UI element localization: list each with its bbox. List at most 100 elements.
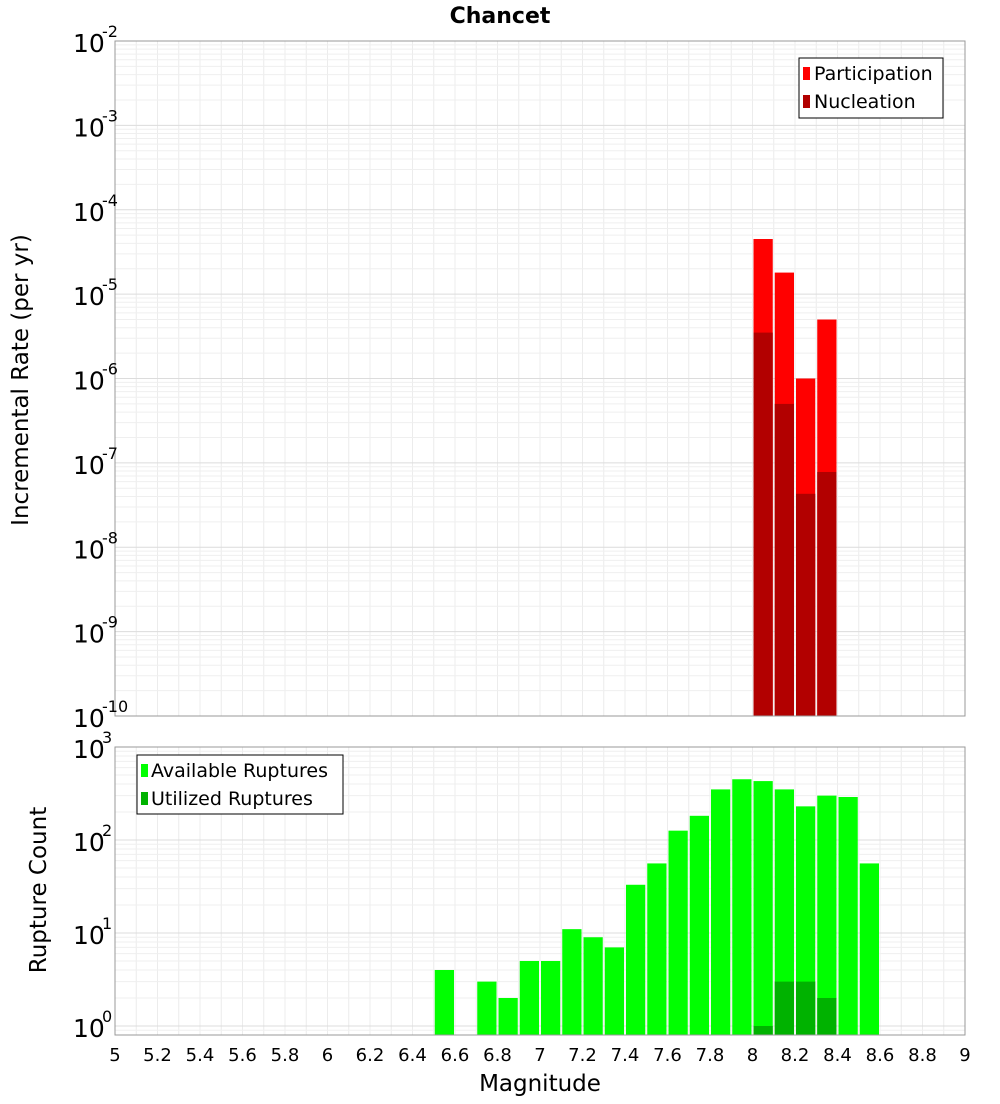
top-bar-nucleation bbox=[753, 332, 773, 716]
bottom-bar-available-ruptures bbox=[626, 884, 646, 1035]
top-y-tick: 10-10 bbox=[73, 697, 128, 733]
top-y-tick: 10-4 bbox=[73, 191, 118, 227]
top-y-tick: 10-6 bbox=[73, 360, 118, 396]
chart-title: Chancet bbox=[450, 4, 551, 29]
x-tick-labels: 5 5.2 5.4 5.6 5.8 6 6.2 6.4 6.6 6.8 7 7.2 7.4 7.6 7.8 8… bbox=[109, 1045, 970, 1066]
x-tick-label: 7.6 bbox=[653, 1045, 682, 1066]
top-y-tick: 10-7 bbox=[73, 444, 118, 480]
top-y-tick-exponent: -8 bbox=[102, 528, 118, 547]
bottom-y-tick-base: 10 bbox=[73, 735, 105, 764]
bottom-y-tick: 100 bbox=[73, 1007, 112, 1043]
x-tick-label: 5 bbox=[109, 1045, 120, 1066]
top-y-tick: 10-5 bbox=[73, 275, 118, 311]
top-y-tick-exponent: -6 bbox=[102, 360, 118, 379]
top-y-tick-exponent: -5 bbox=[102, 275, 118, 294]
bottom-bar-available-ruptures bbox=[477, 981, 497, 1035]
legend-participation-swatch bbox=[803, 67, 810, 80]
x-tick-label: 6.6 bbox=[441, 1045, 470, 1066]
legend-available-label: Available Ruptures bbox=[151, 760, 328, 782]
bottom-bar-available-ruptures bbox=[732, 779, 752, 1035]
x-tick-label: 8.6 bbox=[866, 1045, 895, 1066]
legend-available-swatch bbox=[141, 764, 148, 777]
bottom-bar-available-ruptures bbox=[859, 863, 879, 1035]
bottom-bar-available-ruptures bbox=[668, 830, 688, 1035]
top-y-tick-base: 10 bbox=[73, 282, 105, 311]
x-tick-label: 6 bbox=[322, 1045, 333, 1066]
bottom-bar-available-ruptures bbox=[604, 947, 624, 1035]
bottom-bar-available-ruptures bbox=[838, 796, 858, 1035]
bottom-y-tick: 101 bbox=[73, 914, 112, 950]
bottom-y-tick: 103 bbox=[73, 728, 112, 764]
bottom-bar-available-ruptures bbox=[689, 815, 709, 1035]
top-y-tick-exponent: -3 bbox=[102, 106, 118, 125]
bottom-y-tick-exponent: 1 bbox=[102, 914, 112, 933]
top-y-tick-base: 10 bbox=[73, 113, 105, 142]
x-tick-label: 7.8 bbox=[696, 1045, 725, 1066]
bottom-y-tick-exponent: 0 bbox=[102, 1007, 112, 1026]
legend-nucleation-label: Nucleation bbox=[814, 91, 916, 113]
legend-utilized-label: Utilized Ruptures bbox=[151, 788, 313, 810]
bottom-y-tick-exponent: 2 bbox=[102, 821, 112, 840]
x-tick-label: 6.2 bbox=[356, 1045, 385, 1066]
top-y-tick-base: 10 bbox=[73, 704, 105, 733]
top-y-tick-base: 10 bbox=[73, 198, 105, 227]
top-y-tick: 10-3 bbox=[73, 106, 118, 142]
top-y-tick: 10-8 bbox=[73, 528, 118, 564]
top-y-tick-base: 10 bbox=[73, 29, 105, 58]
bottom-plot-frame bbox=[114, 746, 966, 1036]
top-y-tick-base: 10 bbox=[73, 620, 105, 649]
bottom-y-axis-label: Rupture Count bbox=[26, 807, 52, 973]
x-tick-label: 9 bbox=[959, 1045, 970, 1066]
top-bar-nucleation bbox=[774, 403, 794, 716]
x-tick-label: 7.4 bbox=[611, 1045, 640, 1066]
bottom-bar-utilized-ruptures bbox=[817, 997, 837, 1035]
bottom-bar-available-ruptures bbox=[774, 789, 794, 1035]
x-tick-label: 8.8 bbox=[908, 1045, 937, 1066]
bottom-bar-available-ruptures bbox=[541, 960, 561, 1035]
top-legend-box bbox=[798, 57, 944, 119]
bottom-bar-available-ruptures bbox=[711, 789, 731, 1035]
x-tick-label: 5.6 bbox=[228, 1045, 257, 1066]
x-tick-label: 7 bbox=[534, 1045, 545, 1066]
top-bar-nucleation bbox=[817, 471, 837, 716]
top-y-tick-base: 10 bbox=[73, 535, 105, 564]
bottom-bar-available-ruptures bbox=[647, 863, 667, 1035]
bottom-bars bbox=[434, 779, 879, 1035]
bottom-bar-available-ruptures bbox=[753, 781, 773, 1035]
top-bars bbox=[753, 239, 837, 716]
bottom-bar-available-ruptures bbox=[817, 795, 837, 1035]
x-tick-label: 5.8 bbox=[271, 1045, 300, 1066]
top-y-tick: 10-2 bbox=[73, 22, 118, 58]
top-y-tick-base: 10 bbox=[73, 451, 105, 480]
bottom-legend: Available Ruptures Utilized Ruptures bbox=[136, 754, 344, 815]
top-y-tick-exponent: -9 bbox=[102, 613, 118, 632]
bottom-y-tick-exponent: 3 bbox=[102, 728, 112, 747]
bottom-bar-available-ruptures bbox=[498, 997, 518, 1035]
top-y-tick-labels: 10-210-310-410-510-610-710-810-910-10 bbox=[73, 22, 128, 733]
bottom-bar-utilized-ruptures bbox=[796, 981, 816, 1035]
x-tick-label: 6.8 bbox=[483, 1045, 512, 1066]
x-axis-label: Magnitude bbox=[479, 1071, 601, 1097]
bottom-bar-available-ruptures bbox=[796, 806, 816, 1035]
top-y-tick: 10-9 bbox=[73, 613, 118, 649]
x-tick-label: 8.4 bbox=[823, 1045, 852, 1066]
top-y-tick-exponent: -4 bbox=[102, 191, 118, 210]
x-tick-label: 6.4 bbox=[398, 1045, 427, 1066]
top-bar-nucleation bbox=[796, 493, 816, 716]
bottom-bar-available-ruptures bbox=[562, 929, 582, 1035]
bottom-legend-box bbox=[136, 754, 344, 815]
x-tick-label: 8.2 bbox=[781, 1045, 810, 1066]
bottom-y-tick-base: 10 bbox=[73, 921, 105, 950]
top-gridlines bbox=[114, 40, 966, 717]
top-y-tick-exponent: -2 bbox=[102, 22, 118, 41]
top-legend: Participation Nucleation bbox=[798, 57, 944, 119]
bottom-bar-available-ruptures bbox=[519, 960, 539, 1035]
top-y-tick-exponent: -10 bbox=[102, 697, 128, 716]
legend-utilized-swatch bbox=[141, 792, 148, 805]
legend-nucleation-swatch bbox=[803, 95, 810, 108]
x-tick-label: 5.4 bbox=[186, 1045, 215, 1066]
top-y-tick-base: 10 bbox=[73, 367, 105, 396]
